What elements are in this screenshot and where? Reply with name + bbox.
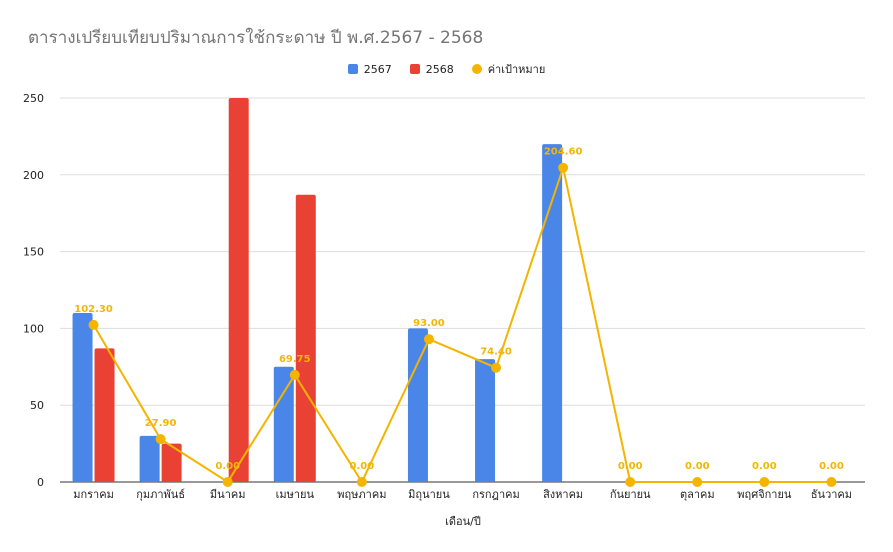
bar-2568-1[interactable] [161,443,182,482]
y-tick-label: 0 [37,476,44,489]
target-data-label: 93.00 [413,318,445,329]
target-point[interactable] [558,162,569,173]
bar-2568-3[interactable] [295,194,316,482]
target-point[interactable] [759,477,770,487]
target-data-label: 102.30 [74,304,113,315]
target-data-label: 0.00 [215,461,240,472]
target-data-label: 0.00 [618,461,643,472]
chart-legend: 2567 2568 ค่าเป้าหมาย [0,60,893,78]
target-point[interactable] [423,334,434,345]
x-tick-label: กันยายน [610,488,651,501]
bar-2567-0[interactable] [72,313,93,482]
x-tick-label: กรกฎาคม [472,488,519,501]
target-data-label: 0.00 [752,461,777,472]
x-axis-title: เดือน/ปี [445,515,481,528]
legend-swatch-target [471,64,482,74]
target-line [92,163,832,485]
target-point[interactable] [88,319,99,330]
legend-item-2567[interactable]: 2567 [347,60,392,78]
x-tick-label: มกราคม [73,488,114,501]
bar-2567-5[interactable] [407,328,428,482]
bar-2567-1[interactable] [139,435,160,482]
bar-2567-3[interactable] [273,366,294,482]
y-tick-label: 200 [23,169,44,182]
target-point[interactable] [155,434,166,445]
target-point[interactable] [222,477,233,487]
legend-label-target: ค่าเป้าหมาย [487,63,546,76]
legend-label-2567: 2567 [363,62,392,76]
target-data-label: 204.60 [544,147,583,158]
x-tick-label: ธันวาคม [811,488,852,501]
y-tick-label: 50 [30,399,44,412]
legend-swatch-2567 [347,64,358,74]
chart-title: ตารางเปรียบเทียบปริมาณการใช้กระดาษ ปี พ.… [28,28,484,48]
x-tick-label: มิถุนายน [408,488,450,501]
x-tick-label: มีนาคม [210,488,246,501]
legend-label-2568: 2568 [425,62,454,76]
target-point[interactable] [826,477,837,487]
x-tick-label: กุมภาพันธ์ [136,488,185,501]
x-tick-label: พฤษภาคม [337,488,386,501]
target-point[interactable] [692,477,703,487]
target-data-label: 0.00 [685,461,710,472]
x-tick-label: ตุลาคม [680,488,715,501]
target-data-label: 0.00 [350,461,375,472]
legend-swatch-2568 [409,64,420,74]
bar-2567-6[interactable] [475,359,496,482]
target-point[interactable] [289,369,300,380]
bar-2568-2[interactable] [228,98,249,482]
target-point[interactable] [625,477,636,487]
bar-2567-7[interactable] [542,144,563,482]
target-data-label: 0.00 [819,461,844,472]
y-tick-label: 100 [23,322,44,335]
target-data-label: 27.90 [145,418,177,429]
bar-2568-0[interactable] [94,348,115,482]
target-data-label: 74.40 [480,347,512,358]
legend-item-2568[interactable]: 2568 [409,60,454,78]
legend-item-target[interactable]: ค่าเป้าหมาย [471,60,546,78]
x-tick-label: เมษายน [276,488,315,501]
x-tick-label: สิงหาคม [543,488,583,501]
x-tick-label: พฤศจิกายน [737,488,792,501]
target-point[interactable] [356,477,367,487]
y-tick-label: 250 [23,92,44,105]
target-data-label: 69.75 [279,354,311,365]
y-tick-label: 150 [23,246,44,259]
target-point[interactable] [491,362,502,373]
